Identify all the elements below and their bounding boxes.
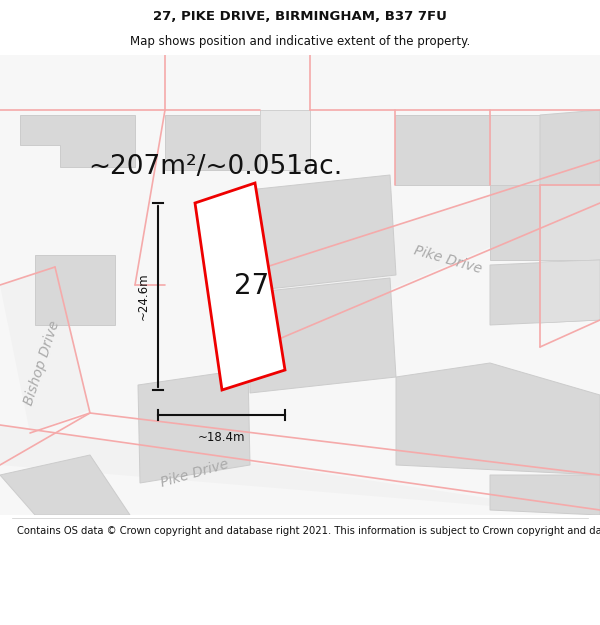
Text: ~18.4m: ~18.4m <box>198 431 245 444</box>
Polygon shape <box>0 265 90 433</box>
Polygon shape <box>138 369 250 483</box>
Polygon shape <box>540 110 600 185</box>
Polygon shape <box>490 115 540 185</box>
Polygon shape <box>165 110 310 170</box>
Text: 27, PIKE DRIVE, BIRMINGHAM, B37 7FU: 27, PIKE DRIVE, BIRMINGHAM, B37 7FU <box>153 10 447 23</box>
Polygon shape <box>248 278 396 393</box>
Text: Pike Drive: Pike Drive <box>160 457 230 489</box>
Polygon shape <box>490 475 600 515</box>
Text: ~207m²/~0.051ac.: ~207m²/~0.051ac. <box>88 154 342 180</box>
Polygon shape <box>396 363 600 475</box>
Polygon shape <box>20 115 135 167</box>
Text: Map shows position and indicative extent of the property.: Map shows position and indicative extent… <box>130 35 470 48</box>
Text: Pike Drive: Pike Drive <box>412 244 484 276</box>
Text: ~24.6m: ~24.6m <box>137 272 150 320</box>
Polygon shape <box>0 455 130 515</box>
Polygon shape <box>540 260 600 323</box>
Polygon shape <box>490 185 600 260</box>
Text: 27: 27 <box>233 272 269 301</box>
Polygon shape <box>248 175 396 291</box>
Polygon shape <box>210 160 600 345</box>
Polygon shape <box>540 185 600 260</box>
Text: Bishop Drive: Bishop Drive <box>22 319 62 407</box>
Polygon shape <box>35 255 115 325</box>
Polygon shape <box>490 260 600 325</box>
Polygon shape <box>0 425 600 515</box>
Polygon shape <box>395 115 540 185</box>
Polygon shape <box>260 110 310 170</box>
Text: Contains OS data © Crown copyright and database right 2021. This information is : Contains OS data © Crown copyright and d… <box>17 526 600 536</box>
Polygon shape <box>195 183 285 390</box>
